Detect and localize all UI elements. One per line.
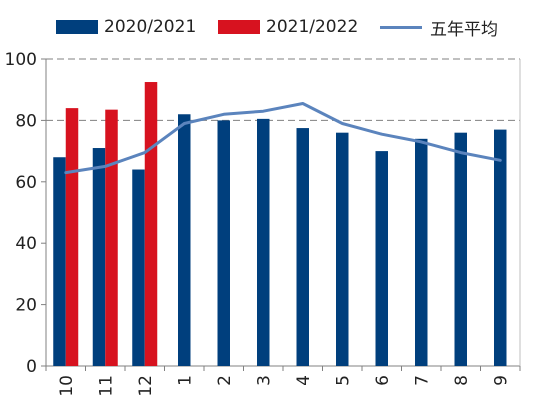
- y-tick-label-60: 60: [15, 173, 37, 193]
- line-five-year-average: [64, 102, 502, 175]
- x-tick-label-12: 12: [136, 375, 156, 397]
- bar-2020-2021-3: [257, 118, 270, 367]
- x-tick-label-4: 4: [294, 375, 314, 386]
- legend-item-five-year-average: 五年平均: [380, 12, 498, 42]
- legend-label-2021-2022: 2021/2022: [266, 17, 359, 37]
- bar-2020-2021-1: [178, 114, 191, 366]
- x-tick-label-9: 9: [491, 375, 511, 386]
- legend-label-five-year-average: 五年平均: [430, 19, 498, 40]
- x-tick-label-8: 8: [452, 375, 472, 386]
- legend-label-2020-2021: 2020/2021: [104, 17, 197, 37]
- x-tick-label-1: 1: [175, 375, 195, 386]
- bar-2020-2021-7: [415, 138, 428, 366]
- x-tick-label-10: 10: [57, 375, 77, 397]
- legend-swatch-2020-2021: [56, 20, 98, 34]
- bar-2021-2022-10: [65, 108, 79, 367]
- legend-item-2020-2021: 2020/2021: [56, 12, 196, 42]
- legend-item-2021-2022: 2021/2022: [218, 12, 358, 42]
- x-tick-label-6: 6: [373, 375, 393, 386]
- bar-2020-2021-2: [217, 120, 230, 367]
- legend-swatch-2021-2022: [218, 20, 260, 34]
- bar-2020-2021-11: [92, 148, 106, 366]
- y-tick-label-0: 0: [26, 357, 37, 377]
- bar-2020-2021-10: [53, 157, 66, 366]
- x-tick-label-7: 7: [412, 375, 432, 386]
- legend: 2020/2021 2021/2022 五年平均: [0, 12, 550, 42]
- x-tick-label-11: 11: [96, 375, 116, 397]
- bar-2021-2022-12: [144, 82, 158, 367]
- y-tick-label-100: 100: [5, 50, 37, 70]
- bar-2020-2021-4: [296, 128, 309, 366]
- x-tick-label-2: 2: [215, 375, 235, 386]
- y-tick-label-80: 80: [15, 111, 37, 131]
- y-tick-label-20: 20: [15, 296, 37, 316]
- bar-2020-2021-8: [454, 132, 467, 366]
- bar-2020-2021-12: [132, 169, 145, 366]
- x-tick-label-3: 3: [254, 375, 274, 386]
- x-tick-label-5: 5: [333, 375, 353, 386]
- bar-2020-2021-5: [336, 132, 349, 366]
- y-tick-label-40: 40: [15, 234, 37, 254]
- legend-swatch-five-year-average: [380, 25, 422, 29]
- bar-2020-2021-6: [375, 151, 388, 366]
- bar-2021-2022-11: [105, 109, 118, 366]
- bar-2020-2021-9: [494, 129, 507, 366]
